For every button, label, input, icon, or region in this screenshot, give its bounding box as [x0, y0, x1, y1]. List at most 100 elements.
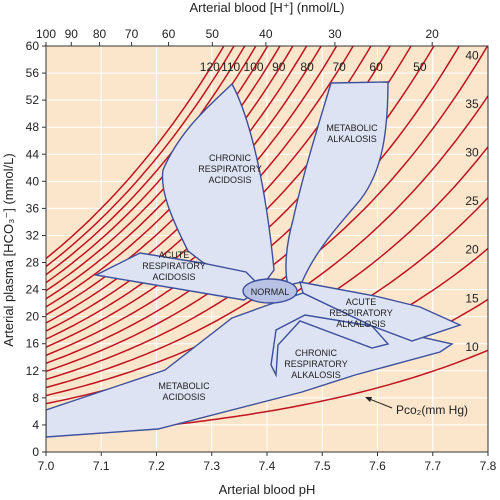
pco2-legend-label: Pco₂(mm Hg) — [396, 403, 468, 417]
x-tick-label: 7.3 — [203, 459, 220, 473]
isobar-line-120 — [46, 46, 225, 260]
isobar-label-35: 35 — [465, 97, 479, 111]
isobar-label-15: 15 — [465, 291, 479, 305]
y-tick-label: 20 — [26, 310, 40, 324]
y-tick-label: 48 — [26, 120, 40, 134]
region-label-chronic-respiratory-alkalosis: CHRONIC RESPIRATORY ALKALOSIS — [284, 348, 348, 380]
x-axis-ticks: 7.0 7.1 7.2 7.3 7.4 7.5 7.6 7.7 7.8 — [38, 452, 497, 473]
isobar-label-10: 10 — [465, 340, 479, 354]
y-tick-label: 52 — [26, 93, 40, 107]
pco2-pointer-arrow — [366, 397, 393, 409]
y-tick-label: 28 — [26, 256, 40, 270]
x-tick-label: 7.1 — [93, 459, 110, 473]
isobar-label-80: 80 — [300, 60, 314, 74]
isobar-labels: 120 110 100 90 80 70 60 50 40 35 30 25 20 15 10 — [200, 48, 479, 353]
y-axis-title: Arterial plasma [HCO₃⁻] (mmol/L) — [1, 153, 16, 346]
x-tick-label: 7.7 — [424, 459, 441, 473]
region-label-line: ACIDOSIS — [208, 175, 251, 185]
isobar-label-30: 30 — [465, 146, 479, 160]
y-tick-label: 8 — [32, 391, 39, 405]
region-label-line: ACIDOSIS — [162, 392, 205, 402]
isobar-label-110: 110 — [221, 60, 240, 74]
x-tick-label: 7.0 — [38, 459, 55, 473]
isobar-label-50: 50 — [413, 60, 427, 74]
region-acute-respiratory-acidosis — [93, 252, 264, 301]
region-label-acute-respiratory-alkalosis: ACUTE RESPIRATORY ALKALOSIS — [329, 297, 393, 329]
isobar-label-60: 60 — [369, 60, 383, 74]
x-tick-label: 7.2 — [148, 459, 165, 473]
y-tick-label: 32 — [26, 228, 40, 242]
top-tick-label: 20 — [426, 27, 440, 41]
region-label-line: CHRONIC — [295, 348, 337, 358]
isobar-label-25: 25 — [465, 194, 479, 208]
region-label-line: CHRONIC — [209, 153, 251, 163]
region-label-acute-respiratory-acidosis: ACUTE RESPIRATORY ACIDOSIS — [142, 250, 206, 282]
y-tick-label: 0 — [32, 445, 39, 459]
isobar-label-70: 70 — [332, 60, 346, 74]
top-tick-label: 70 — [125, 27, 139, 41]
isobar-label-100: 100 — [244, 60, 264, 74]
region-label-line: RESPIRATORY — [329, 308, 393, 318]
region-label-line: ALKALOSIS — [291, 370, 341, 380]
top-tick-label: 80 — [93, 27, 107, 41]
region-normal — [242, 278, 298, 304]
region-label-line: ACUTE — [346, 297, 377, 307]
region-label-line: ALKALOSIS — [327, 134, 377, 144]
isobar-label-90: 90 — [272, 60, 286, 74]
top-tick-label: 40 — [259, 27, 273, 41]
top-tick-label: 50 — [206, 27, 220, 41]
pco2-pointer: Pco₂(mm Hg) — [365, 397, 468, 417]
top-tick-label: 30 — [328, 27, 342, 41]
region-label-line: METABOLIC — [158, 381, 210, 391]
isobar-label-20: 20 — [465, 243, 479, 257]
top-tick-label: 100 — [36, 27, 56, 41]
y-tick-label: 44 — [26, 147, 40, 161]
region-label-line: RESPIRATORY — [284, 359, 348, 369]
region-label-line: METABOLIC — [326, 123, 378, 133]
y-tick-label: 16 — [26, 337, 40, 351]
top-axis-ticks: 100 90 80 70 60 50 40 30 20 — [36, 27, 439, 46]
isobar-line-110 — [46, 46, 246, 276]
acid-base-regions — [46, 81, 462, 438]
isobar-label-40: 40 — [465, 48, 479, 62]
y-tick-label: 4 — [32, 418, 39, 432]
region-acute-respiratory-alkalosis — [299, 281, 462, 342]
isobar-label-120: 120 — [200, 60, 220, 74]
region-label-line: RESPIRATORY — [142, 261, 206, 271]
x-tick-label: 7.5 — [314, 459, 331, 473]
region-label-line: RESPIRATORY — [198, 164, 262, 174]
isobar-line-115 — [46, 46, 235, 268]
region-label-metabolic-acidosis: METABOLIC ACIDOSIS — [158, 381, 210, 402]
y-tick-label: 56 — [26, 66, 40, 80]
top-tick-label: 60 — [162, 27, 176, 41]
y-tick-label: 24 — [26, 283, 40, 297]
isobar-line-65 — [46, 46, 372, 348]
x-tick-label: 7.4 — [259, 459, 276, 473]
x-axis-title: Arterial blood pH — [219, 482, 316, 497]
y-tick-label: 12 — [26, 364, 40, 378]
region-label-metabolic-alkalosis: METABOLIC ALKALOSIS — [326, 123, 378, 144]
top-tick-label: 90 — [65, 27, 79, 41]
region-label-line: NORMAL — [251, 287, 290, 297]
isobar-line-100 — [46, 46, 269, 292]
isobar-line-105 — [46, 46, 257, 284]
isobar-line-70 — [46, 46, 355, 340]
top-axis-title: Arterial blood [H⁺] (nmol/L) — [190, 0, 345, 15]
region-label-chronic-respiratory-acidosis: CHRONIC RESPIRATORY ACIDOSIS — [198, 153, 262, 185]
region-label-line: ALKALOSIS — [336, 319, 386, 329]
pco2-pointer-head — [365, 397, 372, 402]
isobar-line-90 — [46, 46, 294, 308]
region-label-normal: NORMAL — [251, 287, 290, 297]
region-chronic-respiratory-alkalosis — [270, 314, 390, 378]
x-tick-label: 7.6 — [369, 459, 386, 473]
isobar-line-75 — [46, 46, 338, 332]
y-tick-label: 60 — [26, 39, 40, 53]
y-tick-label: 36 — [26, 201, 40, 215]
region-label-line: ACIDOSIS — [152, 272, 195, 282]
isobar-line-95 — [46, 46, 281, 300]
y-tick-label: 40 — [26, 174, 40, 188]
region-label-line: ACUTE — [159, 250, 190, 260]
